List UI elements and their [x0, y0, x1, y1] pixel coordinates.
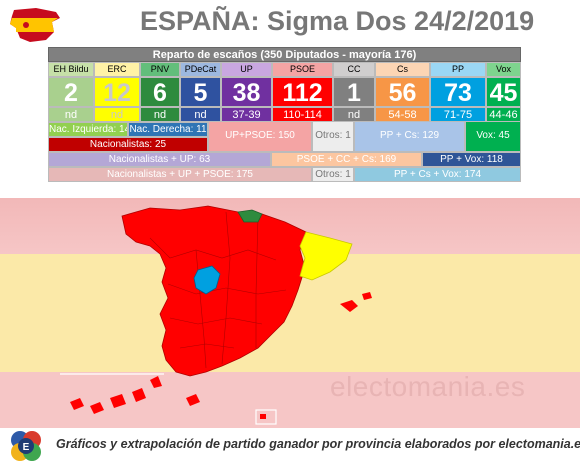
- party-name-5: PSOE: [272, 62, 333, 77]
- nac-derecha-cell: Nac. Derecha: 11: [128, 122, 208, 137]
- aggregate-row-4: Nacionalistas + UP + PSOE: 175 Otros: 1 …: [48, 167, 521, 182]
- party-range-row: nd nd nd nd 37-39 110-114 nd 54-58 71-75 44-46: [48, 107, 521, 122]
- page-title: ESPAÑA: Sigma Dos 24/2/2019: [140, 6, 535, 36]
- melilla-region: [260, 414, 266, 419]
- party-seats-8: 73: [430, 77, 486, 107]
- nacionalistas-cell: Nacionalistas: 25: [48, 137, 208, 152]
- party-name-9: Vox: [486, 62, 521, 77]
- balearic-islands-2: [362, 292, 372, 300]
- party-seats-0: 2: [48, 77, 94, 107]
- party-seats-6: 1: [333, 77, 375, 107]
- party-name-6: CC: [333, 62, 375, 77]
- party-range-5: 110-114: [272, 107, 333, 122]
- electomania-logo-icon: E: [11, 431, 41, 461]
- basque-pnv-region: [237, 209, 263, 223]
- party-name-3: PDeCat: [180, 62, 221, 77]
- ceuta-region: [186, 394, 200, 406]
- party-seats-9: 45: [486, 77, 521, 107]
- pp-cs-cell: PP + Cs: 129: [354, 122, 465, 152]
- party-seats-3: 5: [180, 77, 221, 107]
- peninsula-psoe-region: [121, 205, 307, 377]
- spain-flag-icon: [10, 8, 60, 42]
- table-header: Reparto de escaños (350 Diputados - mayo…: [48, 47, 521, 62]
- party-range-9: 44-46: [486, 107, 521, 122]
- psoe-cc-cs-cell: PSOE + CC + Cs: 169: [271, 152, 422, 167]
- party-range-8: 71-75: [430, 107, 486, 122]
- otros-cell-2: Otros: 1: [312, 167, 354, 182]
- party-seats-4: 38: [221, 77, 272, 107]
- spain-map: [0, 198, 580, 428]
- catalonia-erc-region: [299, 231, 353, 281]
- party-name-row: EH Bildu ERC PNV PDeCat UP PSOE CC Cs PP Vox: [48, 62, 521, 77]
- party-seats-1: 12: [94, 77, 140, 107]
- party-range-2: nd: [140, 107, 180, 122]
- party-range-1: nd: [94, 107, 140, 122]
- party-name-7: Cs: [375, 62, 430, 77]
- flag-band-bottom: [0, 372, 580, 428]
- melilla-box: [255, 409, 277, 425]
- party-seats-7: 56: [375, 77, 430, 107]
- party-seats-2: 6: [140, 77, 180, 107]
- party-name-1: ERC: [94, 62, 140, 77]
- vox-cell: Vox: 45: [465, 122, 521, 152]
- aggregate-row-3: Nacionalistas + UP: 63 PSOE + CC + Cs: 1…: [48, 152, 521, 167]
- party-name-2: PNV: [140, 62, 180, 77]
- party-name-4: UP: [221, 62, 272, 77]
- canary-islands: [70, 376, 162, 414]
- party-range-6: nd: [333, 107, 375, 122]
- balearic-islands: [340, 300, 358, 312]
- party-name-0: EH Bildu: [48, 62, 94, 77]
- party-range-4: 37-39: [221, 107, 272, 122]
- aggregate-row-2: Nacionalistas: 25 UP+PSOE: 150 Otros: 1 …: [48, 122, 521, 152]
- party-range-0: nd: [48, 107, 94, 122]
- seat-table: Reparto de escaños (350 Diputados - mayo…: [48, 47, 521, 182]
- svg-text:E: E: [23, 442, 30, 453]
- madrid-pp-region: [193, 265, 221, 295]
- up-psoe-cell: UP+PSOE: 150: [208, 122, 312, 152]
- nac-izquierda-cell: Nac. Izquierda: 14: [48, 122, 128, 137]
- nac-up-psoe-cell: Nacionalistas + UP + PSOE: 175: [48, 167, 312, 182]
- nac-up-cell: Nacionalistas + UP: 63: [48, 152, 271, 167]
- footer-credit: Gráficos y extrapolación de partido gana…: [56, 437, 580, 451]
- pp-cs-vox-cell: PP + Cs + Vox: 174: [354, 167, 521, 182]
- party-name-8: PP: [430, 62, 486, 77]
- party-seats-row: 2 12 6 5 38 112 1 56 73 45: [48, 77, 521, 107]
- party-seats-5: 112: [272, 77, 333, 107]
- party-range-3: nd: [180, 107, 221, 122]
- party-range-7: 54-58: [375, 107, 430, 122]
- watermark: electomania.es: [330, 371, 526, 402]
- otros-cell-1: Otros: 1: [312, 122, 354, 152]
- pp-vox-cell: PP + Vox: 118: [422, 152, 521, 167]
